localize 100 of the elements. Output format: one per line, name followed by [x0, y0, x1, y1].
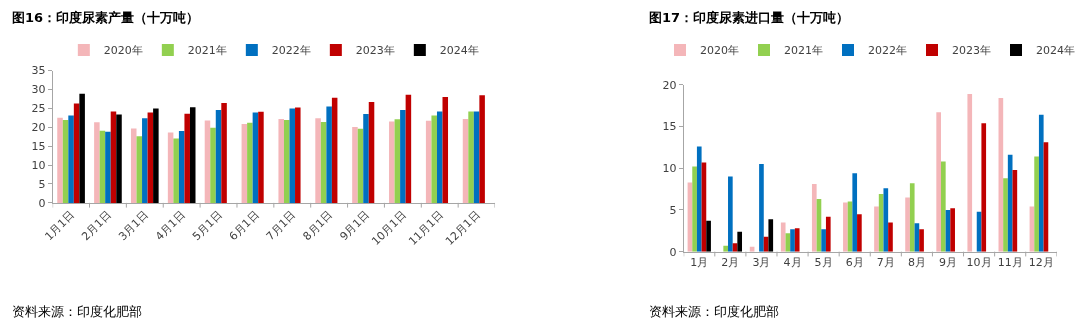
bar: [189, 107, 196, 203]
bar: [363, 114, 369, 203]
y-tick-label: 10: [31, 158, 46, 172]
bar: [73, 103, 80, 203]
bar: [706, 220, 711, 252]
legend-label: 2024年: [1036, 44, 1075, 58]
bar: [1007, 154, 1013, 252]
bar: [843, 202, 848, 252]
bar: [1003, 178, 1008, 252]
x-tick-label: 7月: [876, 255, 895, 269]
x-tick-label: 12月: [1028, 255, 1054, 269]
bar: [99, 130, 106, 203]
bar: [794, 228, 800, 252]
x-tick-label: 2月1日: [79, 208, 114, 244]
bar: [436, 111, 443, 203]
bar: [142, 118, 148, 203]
bar: [473, 111, 480, 203]
x-tick-label: 7月1日: [263, 208, 299, 244]
x-tick-label: 8月: [907, 255, 926, 269]
x-tick-label: 1月1日: [42, 208, 78, 244]
bar: [696, 146, 702, 252]
bar: [905, 197, 910, 252]
bar: [811, 184, 817, 252]
bar: [852, 173, 858, 252]
bar: [462, 118, 469, 203]
bar: [442, 97, 449, 203]
bar: [94, 122, 100, 203]
bar: [130, 128, 137, 203]
bar: [221, 103, 227, 203]
bar: [1034, 156, 1039, 252]
bar: [247, 122, 253, 203]
legend-label: 2020年: [700, 44, 739, 58]
bar: [888, 222, 893, 252]
bar: [289, 108, 296, 203]
x-tick-label: 5月1日: [189, 208, 225, 244]
x-tick-label: 8月1日: [300, 208, 336, 244]
bar: [479, 95, 485, 203]
bar: [357, 128, 364, 203]
bar: [981, 123, 987, 252]
bar: [919, 229, 924, 252]
x-tick-label: 11月1日: [406, 208, 446, 248]
x-tick-label: 5月: [814, 255, 833, 269]
bar: [295, 107, 301, 203]
bar: [278, 118, 284, 203]
bar: [204, 120, 211, 203]
x-tick-label: 6月1日: [226, 208, 262, 244]
bar: [116, 114, 122, 203]
legend-label: 2021年: [187, 44, 227, 58]
legend-label: 2022年: [271, 44, 311, 58]
bar: [215, 109, 222, 203]
bar: [692, 166, 697, 252]
y-tick-label: 0: [669, 245, 677, 259]
bar: [68, 115, 74, 203]
bar: [173, 138, 179, 203]
bar: [936, 112, 941, 252]
bar: [315, 118, 321, 203]
bar: [967, 93, 973, 252]
y-tick-label: 25: [31, 102, 46, 116]
y-tick-label: 20: [31, 121, 46, 135]
y-tick-label: 5: [669, 203, 677, 217]
bar: [252, 112, 259, 203]
bar: [723, 245, 729, 252]
bar: [768, 219, 774, 252]
x-tick-label: 3月: [752, 255, 771, 269]
y-tick-label: 0: [38, 196, 46, 210]
x-tick-label: 4月1日: [153, 208, 188, 244]
text: 资料来源：印度化肥部: [649, 304, 779, 319]
bar: [389, 121, 395, 203]
bar: [352, 126, 358, 203]
bar: [368, 101, 375, 203]
bar: [759, 164, 764, 252]
bar: [320, 121, 327, 203]
bar: [184, 113, 190, 203]
y-tick-label: 35: [31, 64, 46, 78]
legend-label: 2023年: [355, 44, 395, 58]
x-tick-label: 2月: [721, 255, 740, 269]
x-tick-label: 9月: [938, 255, 957, 269]
y-tick-label: 30: [31, 83, 46, 97]
bar: [283, 120, 290, 203]
bar: [737, 231, 743, 252]
bar: [258, 111, 264, 203]
bar: [874, 206, 879, 252]
bar: [728, 176, 733, 252]
bar: [431, 115, 437, 203]
bar: [153, 108, 159, 203]
bar: [940, 161, 946, 252]
bar: [57, 117, 63, 203]
bar: [136, 136, 143, 203]
legend-label: 2024年: [439, 44, 479, 58]
bar: [178, 131, 185, 203]
bar: [394, 119, 401, 203]
bar: [909, 183, 915, 252]
y-tick-label: 15: [662, 120, 677, 134]
text: 资料来源：印度化肥部: [12, 304, 142, 319]
bar: [1038, 114, 1044, 252]
bar: [326, 106, 332, 203]
bar: [790, 229, 795, 252]
legend-label: 2022年: [868, 44, 907, 58]
bar: [405, 94, 412, 203]
bar: [110, 111, 117, 203]
